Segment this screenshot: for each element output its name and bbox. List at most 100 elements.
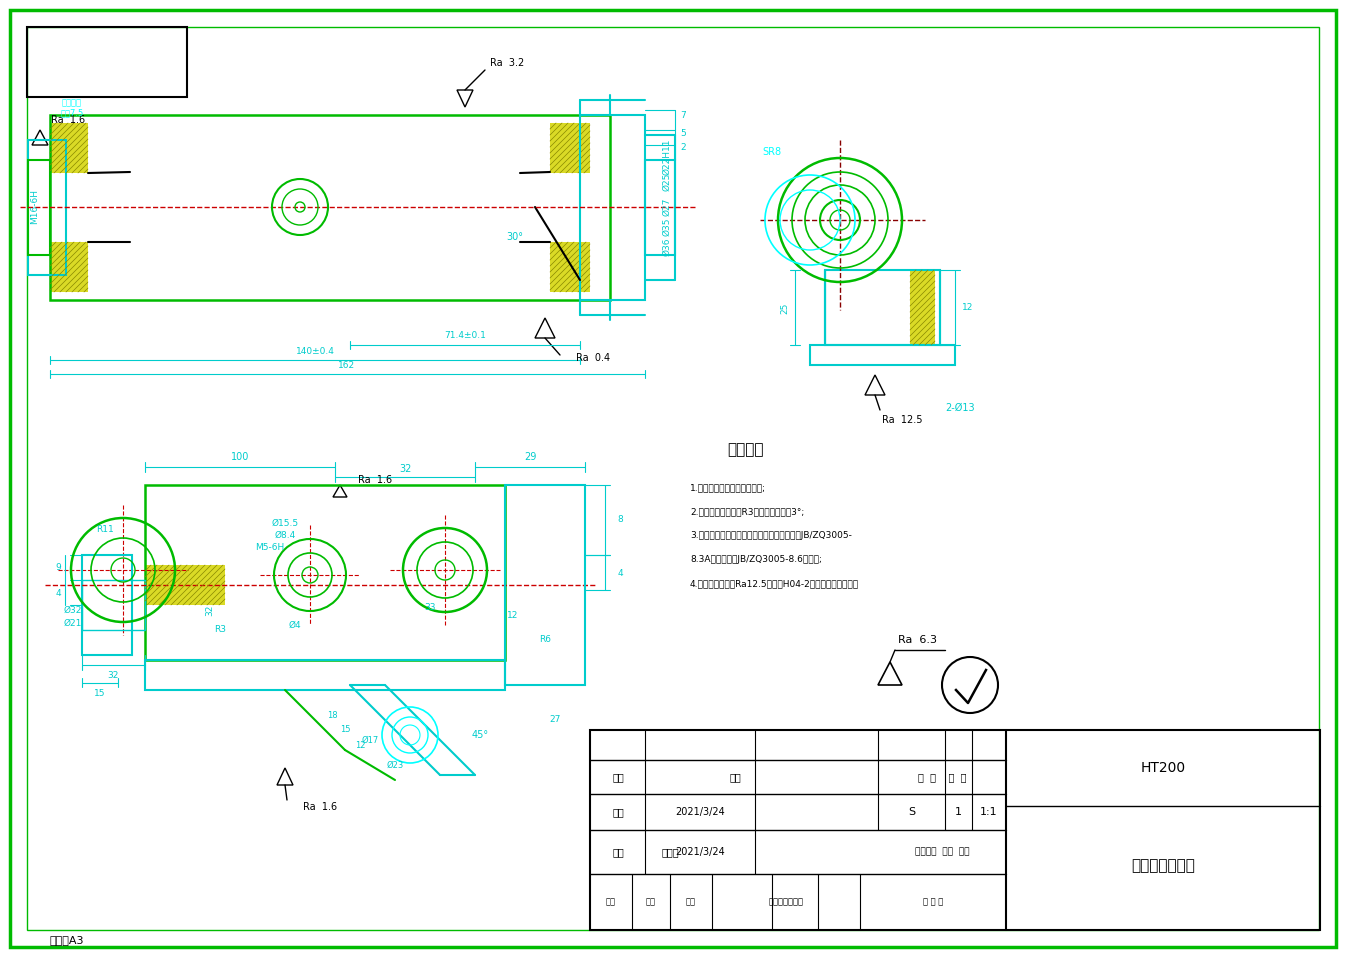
Bar [28,140,66,275]
Text: Ra  1.6: Ra 1.6 [51,115,85,125]
Text: 15: 15 [94,688,106,698]
Text: 12: 12 [962,303,973,313]
Text: R6: R6 [538,635,551,644]
Text: 5: 5 [680,128,686,138]
Bar [551,242,590,292]
Text: 4: 4 [55,589,61,597]
Text: 45°: 45° [471,730,489,740]
Bar [810,345,956,365]
Text: Ø15.5: Ø15.5 [272,519,299,527]
Text: 处数: 处数 [646,898,656,906]
Text: R11: R11 [96,525,114,535]
Text: Ø27: Ø27 [662,198,672,216]
Bar [590,730,1320,930]
Text: HT200: HT200 [1140,761,1186,775]
Text: 审核: 审核 [612,772,625,782]
Text: 3.铸件表面，砂眼疏松，夹渣，裂纹等缺陷按JB/ZQ3005-: 3.铸件表面，砂眼疏松，夹渣，裂纹等缺陷按JB/ZQ3005- [690,531,852,541]
Text: Ø23: Ø23 [386,761,404,769]
Text: 设计: 设计 [612,847,625,857]
Text: Ra  1.6: Ra 1.6 [358,475,392,485]
Bar [505,485,586,685]
Bar [910,270,935,345]
Text: 15: 15 [339,725,350,735]
Text: 不鏁滑区: 不鏁滑区 [62,99,82,107]
Text: Ra  12.5: Ra 12.5 [882,415,922,425]
Text: Ø8.4: Ø8.4 [275,530,296,540]
Text: 制图: 制图 [612,807,625,817]
Text: 27: 27 [549,716,561,724]
Text: R3: R3 [214,626,226,634]
Bar [551,123,590,173]
Bar [825,270,940,345]
Text: 2: 2 [680,143,686,151]
Text: Ø4: Ø4 [288,620,302,630]
Text: 汽车刹车泵壳体: 汽车刹车泵壳体 [1131,858,1195,874]
Text: 1.未注螺纹倒角均为螺纹底径;: 1.未注螺纹倒角均为螺纹底径; [690,483,766,493]
Text: 18: 18 [327,710,338,720]
Text: 12: 12 [507,611,518,619]
Text: Ø35: Ø35 [662,218,672,236]
Text: 标记: 标记 [606,898,616,906]
Text: 4.未注加工表面和Ra12.5表面喷H04-2黑色环氧磁基磁漆。: 4.未注加工表面和Ra12.5表面喷H04-2黑色环氧磁基磁漆。 [690,580,859,589]
Text: Ø17: Ø17 [361,736,378,745]
Bar [145,485,505,660]
Text: 批准: 批准 [730,772,740,782]
Text: 2021/3/24: 2021/3/24 [676,847,725,857]
Bar [580,115,645,300]
Text: 8.3A级，精度按JB/ZQ3005-8.6级执行;: 8.3A级，精度按JB/ZQ3005-8.6级执行; [690,555,822,565]
Text: 图框：A3: 图框：A3 [50,935,85,945]
Text: 年 月 日: 年 月 日 [923,898,944,906]
Text: 字高7.5: 字高7.5 [61,108,83,118]
Bar [50,123,87,173]
Text: 2.未注铸造圆角均为R3，拔模角不大于3°;: 2.未注铸造圆角均为R3，拔模角不大于3°; [690,507,805,517]
Bar [50,242,87,292]
Text: 图样标记  数量  比例: 图样标记 数量 比例 [915,848,969,857]
Bar [82,580,145,630]
Text: Ø36: Ø36 [662,237,672,256]
Bar [28,160,50,255]
Text: 9: 9 [55,564,61,572]
Text: 分区: 分区 [686,898,696,906]
Text: 更改文件号签名: 更改文件号签名 [769,898,804,906]
Bar [27,27,187,97]
Text: 25: 25 [781,302,790,314]
Text: 30°: 30° [506,232,524,242]
Text: 33: 33 [424,603,436,612]
Text: 32: 32 [206,604,214,615]
Text: 29: 29 [524,452,536,462]
Bar [145,660,505,690]
Text: 32: 32 [398,464,411,474]
Text: Ø32: Ø32 [63,606,82,614]
Text: 140±0.4: 140±0.4 [296,346,334,355]
Text: 12: 12 [355,741,365,749]
Text: Ø25: Ø25 [662,173,672,191]
Text: Ra  3.2: Ra 3.2 [490,58,524,68]
Text: 7: 7 [680,110,686,120]
Text: Ra  1.6: Ra 1.6 [303,802,336,812]
Text: Ø21: Ø21 [63,618,82,628]
Text: 1:1: 1:1 [980,807,997,817]
Text: Ra  6.3: Ra 6.3 [899,635,938,645]
Text: 71.4±0.1: 71.4±0.1 [444,331,486,341]
Text: 1: 1 [954,807,961,817]
Bar [145,565,225,605]
Text: 2-Ø13: 2-Ø13 [945,403,975,413]
Text: M16-6H: M16-6H [31,189,39,225]
Text: 2021/3/24: 2021/3/24 [676,807,725,817]
Text: Ø22H11: Ø22H11 [662,139,672,175]
Text: 标准化: 标准化 [661,847,678,857]
Text: SR8: SR8 [762,147,782,157]
Text: 4: 4 [618,568,623,577]
Bar [82,555,132,655]
Bar [50,115,610,300]
Text: 162: 162 [338,361,355,369]
Text: 共  张    第  张: 共 张 第 张 [918,772,966,782]
Text: 100: 100 [230,452,249,462]
Text: M5-6H: M5-6H [256,543,284,551]
Text: S: S [907,807,915,817]
Text: 32: 32 [108,671,118,679]
Text: 8: 8 [616,516,623,524]
Bar [645,160,674,255]
Text: 技术要求: 技术要求 [727,442,763,457]
Text: Ra  0.4: Ra 0.4 [576,353,610,363]
